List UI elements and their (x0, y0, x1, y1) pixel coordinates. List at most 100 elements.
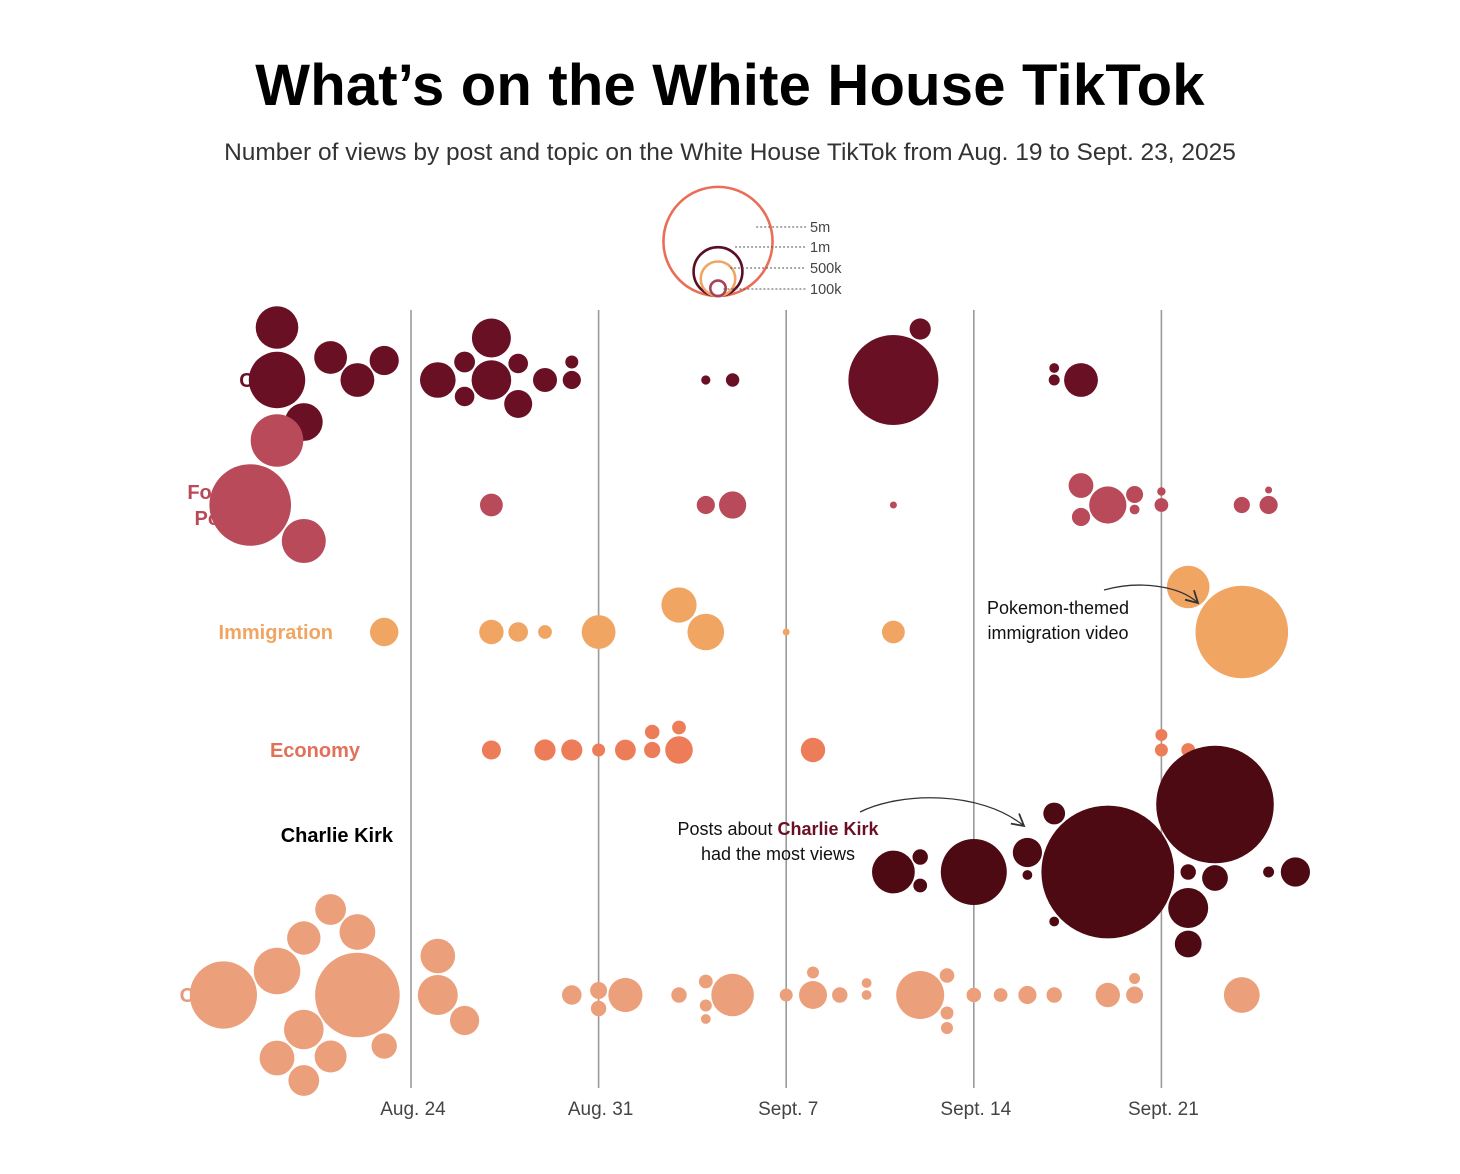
legend-label-500k: 500k (810, 261, 842, 277)
bubble-crime (533, 368, 557, 392)
bubble-immigration (370, 617, 399, 647)
bubble-economy (644, 724, 660, 740)
bubble-charlie-kirk (1049, 916, 1060, 927)
bubble-charlie-kirk (1202, 865, 1228, 891)
bubble-charlie-kirk (1168, 888, 1209, 928)
bubble-other (832, 987, 848, 1003)
bubble-immigration (479, 619, 504, 645)
bubble-other (1018, 985, 1037, 1005)
bubble-crime (565, 355, 579, 369)
category-labels: CrimeForeignPolicyImmigrationEconomyChar… (180, 370, 394, 1007)
bubble-other (966, 987, 982, 1003)
category-label-charlie-kirk: Charlie Kirk (281, 825, 394, 847)
bubble-foreign-policy (1259, 495, 1278, 515)
bubble-other (939, 968, 955, 983)
annotation-arrow-charlie-kirk (859, 797, 1026, 828)
legend-label-100k: 100k (810, 282, 842, 298)
bubble-other (590, 1000, 607, 1017)
chart-subtitle: Number of views by post and topic on the… (224, 139, 1236, 166)
legend-circle-500k (699, 260, 737, 298)
bubble-foreign-policy (480, 493, 503, 517)
bubble-charlie-kirk (940, 839, 1007, 905)
bubble-other (315, 894, 346, 925)
bubble-charlie-kirk (1174, 930, 1202, 958)
bubble-charlie-kirk (1280, 857, 1310, 887)
bubble-foreign-policy (1068, 473, 1094, 498)
bubble-charlie-kirk (1022, 870, 1033, 880)
legend-circle-100k (708, 279, 728, 298)
bubble-charlie-kirk (1263, 866, 1275, 878)
bubble-other (861, 978, 872, 988)
bubble-other (698, 974, 713, 989)
bubble-economy (672, 720, 686, 735)
bubble-other (1129, 973, 1141, 984)
tick-label-sept-21: Sept. 21 (1128, 1099, 1199, 1120)
bubble-immigration (1195, 585, 1289, 679)
bubble-other (287, 921, 321, 955)
gridlines (410, 310, 1163, 1088)
bubble-other (417, 975, 458, 1015)
tick-label-aug-24: Aug. 24 (380, 1099, 446, 1120)
bubble-other (288, 1065, 320, 1096)
bubbles (189, 306, 1310, 1096)
bubble-other (807, 966, 819, 979)
bubble-foreign-policy (1157, 487, 1166, 496)
bubble-crime (454, 386, 475, 407)
bubble-foreign-policy (209, 464, 291, 546)
bubble-other (450, 1005, 480, 1036)
bubble-foreign-policy (1129, 504, 1140, 515)
bubble-other (993, 988, 1008, 1002)
bubble-crime (1049, 363, 1060, 373)
bubble-foreign-policy (1071, 507, 1091, 527)
bubble-economy (481, 740, 501, 760)
bubble-other (284, 1009, 324, 1050)
bubble-economy (592, 743, 606, 757)
bubble-immigration (581, 615, 616, 649)
category-label-immigration: Immigration (219, 622, 333, 644)
bubble-economy (644, 741, 661, 759)
bubble-charlie-kirk (1012, 837, 1042, 868)
bubble-other (711, 973, 754, 1017)
bubble-other (861, 990, 872, 1000)
bubble-other (189, 961, 257, 1029)
bubble-crime (1048, 374, 1060, 386)
bubble-foreign-policy (250, 414, 304, 467)
bubble-other (941, 1022, 953, 1034)
bubble-other (1095, 982, 1121, 1008)
bubble-charlie-kirk (1156, 745, 1274, 864)
bubble-immigration (661, 587, 697, 623)
bubble-crime (255, 306, 299, 349)
bubble-immigration (538, 625, 552, 639)
bubble-foreign-policy (1089, 486, 1127, 524)
bubble-crime (508, 353, 528, 374)
bubble-foreign-policy (889, 501, 897, 509)
bubble-foreign-policy (1154, 498, 1169, 512)
x-axis-tick-labels: Aug. 24 Aug. 31 Sept. 7 Sept. 14 Sept. 21 (380, 1099, 1199, 1120)
tick-label-sept-14: Sept. 14 (940, 1099, 1011, 1120)
bubble-other (420, 938, 456, 974)
bubble-charlie-kirk (912, 849, 928, 865)
bubble-charlie-kirk (1043, 802, 1066, 825)
bubble-other (315, 952, 400, 1038)
bubble-economy (1155, 729, 1168, 741)
bubble-foreign-policy (719, 491, 747, 519)
annotation-charlie-kirk: Posts about Charlie Kirk had the most vie… (677, 819, 879, 864)
bubble-crime (909, 318, 931, 340)
bubble-economy (665, 736, 693, 764)
bubble-foreign-policy (696, 495, 715, 515)
bubble-foreign-policy (1265, 486, 1273, 494)
bubble-other (314, 1040, 347, 1073)
legend-label-5m: 5m (810, 220, 830, 236)
bubble-other (608, 977, 643, 1013)
bubble-other (671, 987, 687, 1003)
bubble-other (562, 985, 582, 1005)
bubble-other (253, 947, 301, 995)
bubble-charlie-kirk (1180, 864, 1196, 880)
bubble-crime (504, 390, 533, 418)
bubble-economy (800, 737, 826, 763)
annotations: Pokemon-themed immigration video Posts abo… (677, 584, 1200, 864)
tick-label-aug-31: Aug. 31 (568, 1099, 634, 1120)
bubble-other (1046, 987, 1062, 1003)
bubble-other (1126, 986, 1144, 1004)
